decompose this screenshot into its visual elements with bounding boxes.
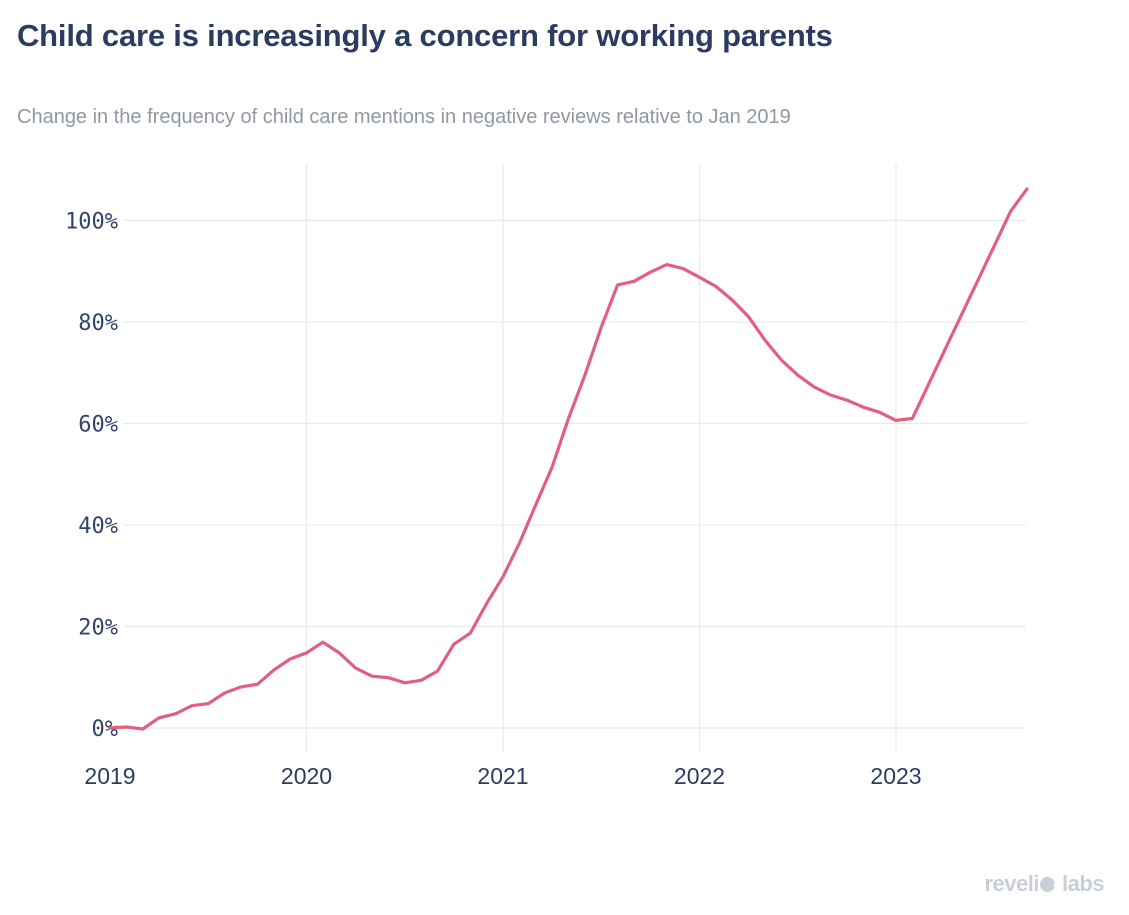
y-tick-label: 0% — [92, 717, 119, 742]
x-tick-label: 2023 — [870, 763, 921, 789]
y-tick-label: 80% — [78, 311, 118, 336]
chart-subtitle: Change in the frequency of child care me… — [17, 106, 791, 128]
data-line-series — [108, 187, 1029, 731]
y-tick-label: 100% — [65, 209, 118, 234]
x-tick-label: 2019 — [84, 763, 135, 789]
brand-text-left: reveli — [984, 871, 1039, 896]
x-tick-label: 2020 — [281, 763, 332, 789]
y-tick-label: 20% — [78, 615, 118, 640]
x-tick-label: 2021 — [477, 763, 528, 789]
brand-logo: reveli labs — [984, 871, 1104, 897]
y-tick-label: 60% — [78, 412, 118, 437]
y-tick-label: 40% — [78, 514, 118, 539]
brand-text-right: labs — [1061, 871, 1105, 896]
page-title: Child care is increasingly a concern for… — [17, 18, 833, 53]
x-tick-label: 2022 — [674, 763, 725, 789]
revelio-o-mark-icon — [1039, 877, 1055, 892]
